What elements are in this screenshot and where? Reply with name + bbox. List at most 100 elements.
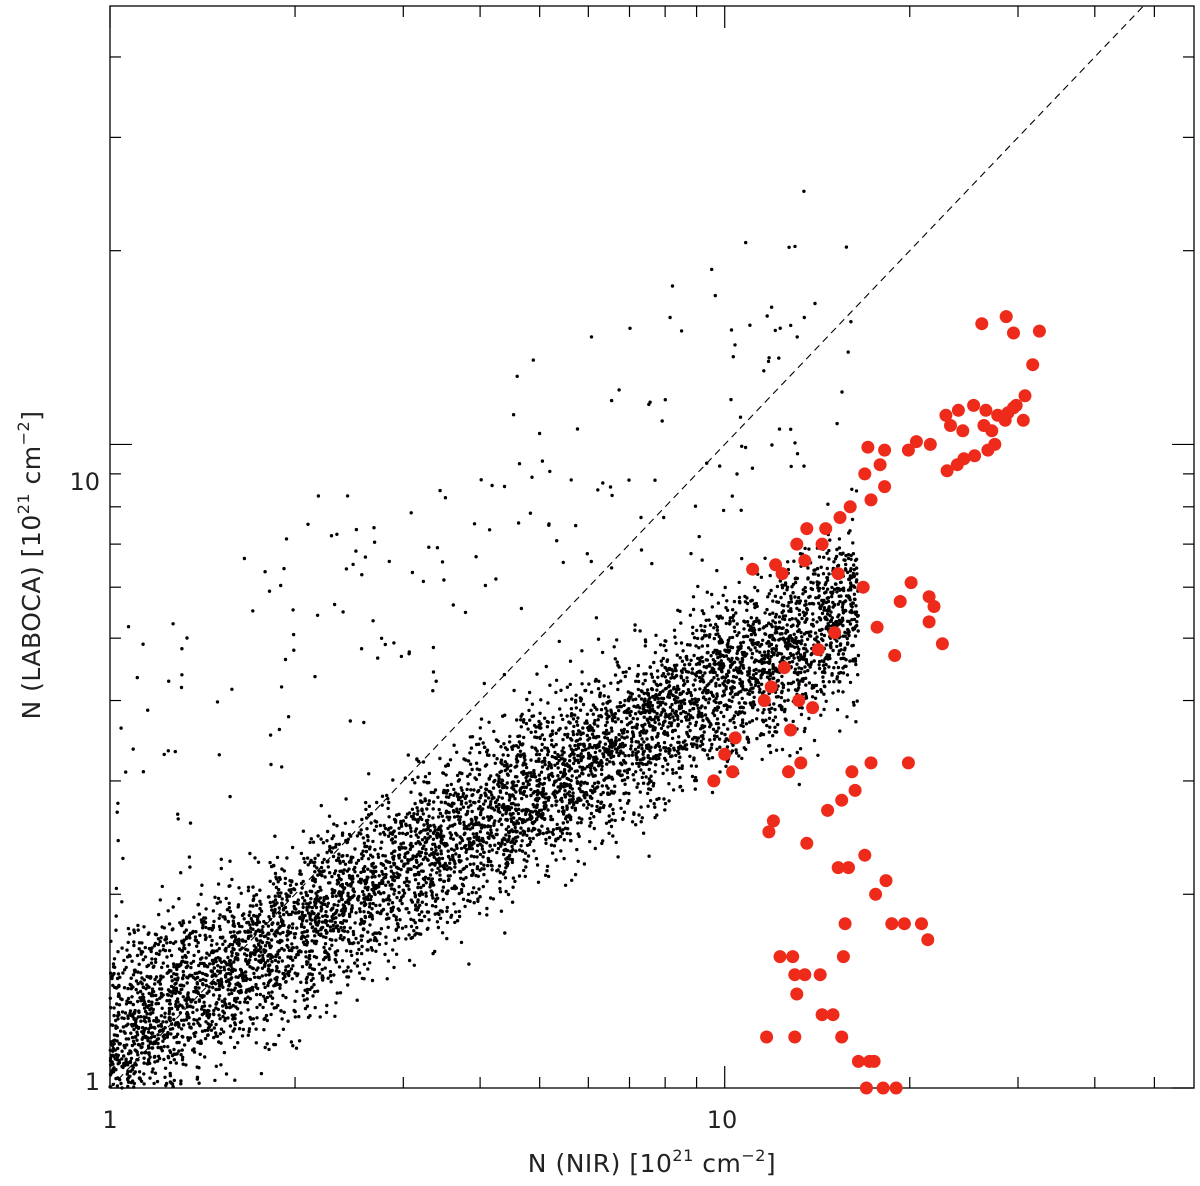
data-point [477, 799, 481, 804]
data-point [650, 737, 655, 741]
data-point [132, 940, 136, 944]
data-point [316, 494, 321, 498]
data-point [146, 1044, 151, 1048]
data-point [235, 941, 239, 946]
data-point [251, 885, 255, 889]
data-point [680, 670, 684, 675]
data-point [758, 687, 762, 691]
data-point [561, 821, 565, 825]
data-point [571, 730, 575, 734]
data-point [192, 953, 196, 958]
data-point [185, 1002, 189, 1006]
data-point [775, 653, 779, 657]
data-point [688, 708, 692, 713]
data-point [363, 555, 368, 559]
data-point [470, 890, 474, 895]
data-point [595, 804, 599, 809]
data-point [472, 855, 476, 859]
data-point [142, 1082, 146, 1086]
data-point [310, 905, 314, 910]
data-point [326, 865, 330, 869]
data-point [733, 343, 737, 347]
data-point [452, 787, 456, 792]
data-point [502, 484, 507, 489]
data-point [519, 718, 523, 722]
data-point [602, 694, 606, 698]
data-point [215, 901, 219, 905]
data-point [670, 729, 675, 734]
data-point [611, 807, 615, 812]
data-point [230, 991, 234, 996]
data-point [483, 799, 488, 803]
data-point [824, 643, 828, 647]
data-point [431, 951, 435, 956]
data-point [691, 683, 696, 687]
data-point [452, 870, 456, 874]
data-point [253, 856, 257, 860]
data-point [627, 666, 632, 671]
data-point [334, 858, 339, 863]
data-point [678, 755, 682, 759]
data-point [558, 726, 562, 731]
data-point [114, 986, 119, 990]
data-point [691, 625, 695, 629]
data-point [657, 722, 661, 726]
data-point [712, 713, 717, 718]
data-point [617, 738, 621, 742]
data-point [841, 611, 846, 615]
data-point [854, 662, 858, 667]
data-point [182, 973, 186, 977]
data-point [409, 936, 413, 940]
data-point [296, 898, 300, 902]
data-point [288, 883, 293, 887]
data-point [346, 965, 350, 969]
data-point [153, 1060, 157, 1064]
data-point [545, 831, 549, 835]
data-point [481, 884, 485, 889]
data-point [516, 803, 520, 807]
data-point [243, 974, 248, 978]
data-point [827, 665, 831, 669]
data-point [391, 948, 395, 952]
data-point [639, 768, 643, 772]
data-point [728, 705, 732, 709]
data-point [613, 720, 618, 724]
data-point [581, 742, 585, 746]
data-point [489, 790, 493, 794]
data-point [683, 667, 687, 671]
data-point [382, 823, 386, 828]
data-point [364, 849, 369, 854]
data-point [252, 913, 256, 918]
data-point [777, 615, 782, 619]
data-point [678, 775, 682, 780]
data-point [527, 708, 531, 713]
data-point [427, 876, 431, 881]
data-point [415, 806, 419, 810]
data-point [142, 1056, 146, 1060]
data-point [714, 721, 719, 726]
data-point [728, 692, 733, 696]
data-point [526, 828, 531, 833]
data-point [137, 1070, 142, 1074]
data-point [641, 682, 645, 686]
data-point [825, 587, 830, 591]
data-point [601, 790, 605, 795]
data-point [620, 778, 625, 783]
data-point [135, 675, 139, 680]
data-point [465, 787, 469, 792]
data-point [803, 726, 807, 731]
data-point [223, 917, 227, 921]
data-point [283, 968, 288, 972]
data-point [835, 547, 839, 552]
data-point [574, 693, 578, 697]
data-point [407, 933, 411, 937]
data-point [448, 874, 452, 878]
data-point [661, 689, 665, 693]
data-point [268, 879, 272, 883]
data-point [398, 898, 402, 903]
data-point [204, 956, 208, 960]
data-point [148, 1007, 152, 1012]
data-point [642, 715, 646, 719]
data-point [433, 788, 438, 792]
data-point [161, 1039, 165, 1043]
